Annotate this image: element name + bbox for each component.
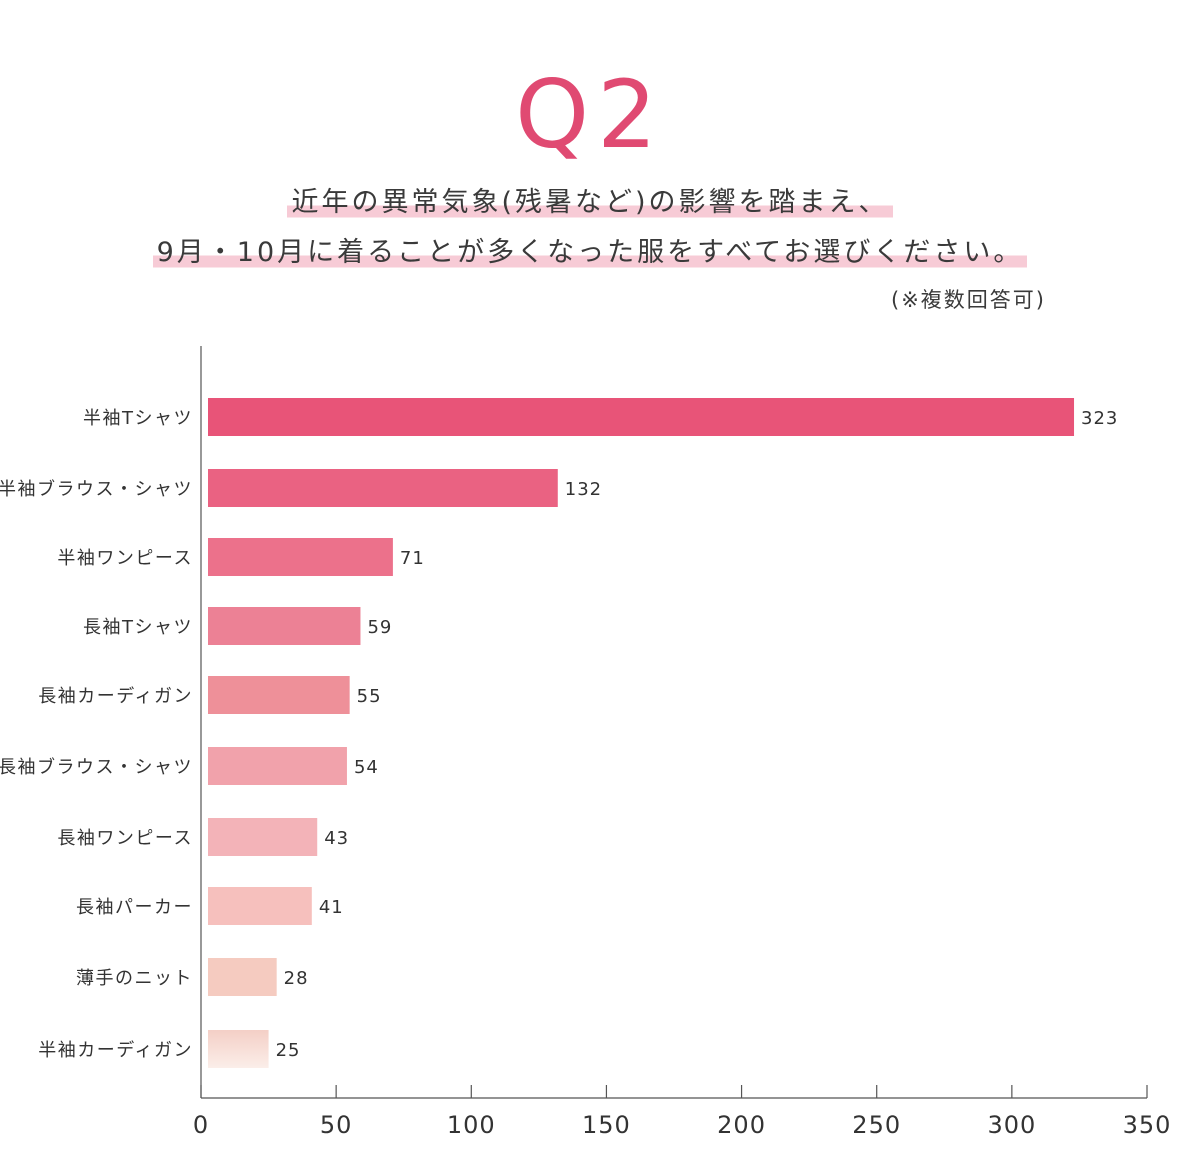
bar-2 [208,538,393,576]
category-label-3: 長袖Tシャツ [83,617,193,638]
bar-7 [208,887,312,925]
multiple-answer-note: (※複数回答可) [891,288,1046,312]
bar-0 [208,398,1075,436]
value-label-4: 55 [357,686,382,707]
x-tick-label-7: 350 [1123,1111,1172,1139]
bar-6 [208,818,318,856]
value-label-2: 71 [400,548,425,569]
question-text-line1-highlight: 近年の異常気象(残暑など)の影響を踏まえ、 [287,186,893,220]
category-label-2: 半袖ワンピース [57,548,193,569]
x-tick-label-4: 200 [717,1111,766,1139]
bar-4 [208,676,350,714]
value-label-7: 41 [319,897,344,918]
bar-9 [208,1030,269,1068]
x-tick-label-3: 150 [582,1111,631,1139]
x-tick-label-0: 0 [193,1111,209,1139]
category-label-8: 薄手のニット [76,968,193,989]
category-label-0: 半袖Tシャツ [83,408,193,429]
question-number: Q2 [515,61,665,170]
category-label-7: 長袖パーカー [76,897,193,918]
category-label-4: 長袖カーディガン [38,686,193,707]
bar-3 [208,607,361,645]
category-label-1: 半袖ブラウス・シャツ [0,478,193,500]
x-tick-label-2: 100 [447,1111,496,1139]
category-label-9: 半袖カーディガン [38,1040,193,1061]
value-label-3: 59 [367,617,392,638]
bars-layer: 半袖Tシャツ 323 半袖ブラウス・シャツ 132 半袖ワンピース 71 長袖Tシャツ 59 長… [0,398,1118,1068]
question-text-line2-highlight: 9月・10月に着ることが多くなった服をすべてお選びください。 [152,236,1028,270]
x-axis-ticks: 0 50 100 150 200 250 300 350 [193,1085,1172,1139]
value-label-5: 54 [354,757,379,778]
category-label-6: 長袖ワンピース [57,828,193,849]
value-label-9: 25 [276,1040,301,1061]
bar-5 [208,747,347,785]
x-tick-label-5: 250 [852,1111,901,1139]
question-text-line1: 近年の異常気象(残暑など)の影響を踏まえ、 [0,186,1180,220]
x-tick-label-6: 300 [987,1111,1036,1139]
bar-8 [208,958,277,996]
category-label-5: 長袖ブラウス・シャツ [0,756,193,778]
question-text-line2: 9月・10月に着ることが多くなった服をすべてお選びください。 [0,236,1180,270]
value-label-6: 43 [324,828,349,849]
value-label-8: 28 [284,968,309,989]
value-label-0: 323 [1081,408,1118,429]
x-tick-label-1: 50 [320,1111,353,1139]
value-label-1: 132 [565,479,602,500]
bar-1 [208,469,558,507]
